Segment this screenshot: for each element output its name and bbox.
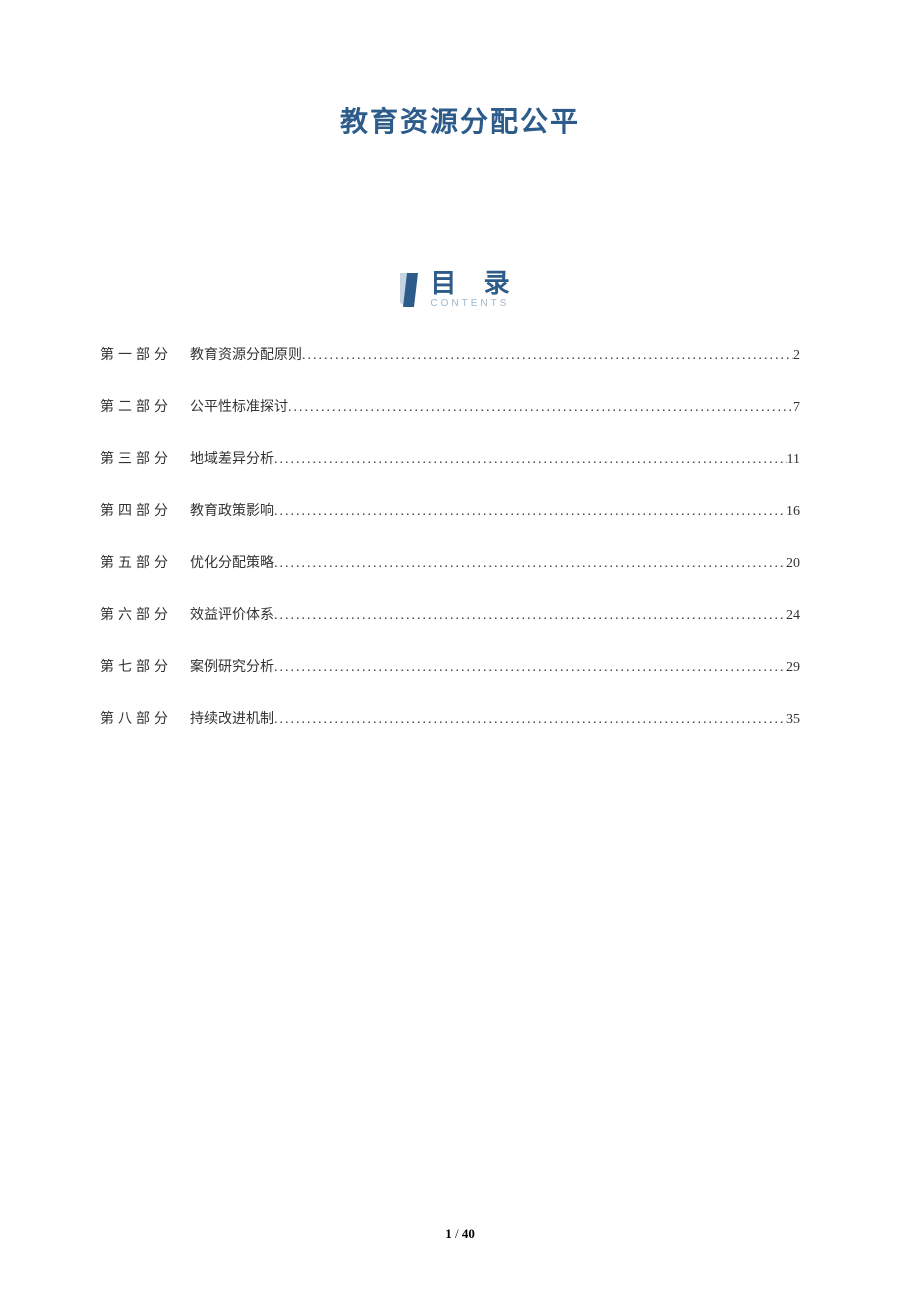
toc-part-label: 第六部分 (100, 604, 172, 624)
toc-item[interactable]: 第八部分 持续改进机制 ............................… (120, 708, 800, 728)
toc-item-name: 案例研究分析 (190, 656, 274, 676)
toc-page-number: 29 (786, 660, 800, 676)
toc-page-number: 7 (793, 400, 800, 416)
toc-item[interactable]: 第二部分 公平性标准探讨 ...........................… (120, 396, 800, 416)
toc-page-number: 16 (786, 504, 800, 520)
toc-leader-dots: ........................................… (274, 452, 787, 468)
toc-page-number: 35 (786, 712, 800, 728)
toc-item[interactable]: 第三部分 地域差异分析 ............................… (120, 448, 800, 468)
toc-item[interactable]: 第七部分 案例研究分析 ............................… (120, 656, 800, 676)
toc-item-name: 优化分配策略 (190, 552, 274, 572)
toc-part-label: 第八部分 (100, 708, 172, 728)
toc-page-number: 24 (786, 608, 800, 624)
toc-part-label: 第五部分 (100, 552, 172, 572)
toc-leader-dots: ........................................… (274, 608, 786, 624)
toc-item-name: 公平性标准探讨 (190, 396, 288, 416)
toc-leader-dots: ........................................… (274, 504, 786, 520)
toc-item-name: 教育资源分配原则 (190, 344, 302, 364)
toc-leader-dots: ........................................… (274, 660, 786, 676)
toc-item[interactable]: 第六部分 效益评价体系 ............................… (120, 604, 800, 624)
toc-icon (400, 273, 422, 307)
toc-page-number: 2 (793, 348, 800, 364)
toc-item-name: 持续改进机制 (190, 708, 274, 728)
toc-item-name: 教育政策影响 (190, 500, 274, 520)
toc-page-number: 11 (787, 452, 800, 468)
toc-item[interactable]: 第四部分 教育政策影响 ............................… (120, 500, 800, 520)
toc-page-number: 20 (786, 556, 800, 572)
toc-part-label: 第四部分 (100, 500, 172, 520)
toc-part-label: 第七部分 (100, 656, 172, 676)
toc-list: 第一部分 教育资源分配原则 ..........................… (120, 344, 800, 728)
toc-header: 目 录 CONTENTS (120, 270, 800, 309)
toc-part-label: 第二部分 (100, 396, 172, 416)
toc-item[interactable]: 第一部分 教育资源分配原则 ..........................… (120, 344, 800, 364)
toc-item-name: 地域差异分析 (190, 448, 274, 468)
toc-subheading: CONTENTS (430, 298, 509, 309)
document-title: 教育资源分配公平 (120, 100, 800, 140)
toc-part-label: 第一部分 (100, 344, 172, 364)
toc-leader-dots: ........................................… (274, 712, 786, 728)
toc-leader-dots: ........................................… (274, 556, 786, 572)
footer-separator: / (452, 1226, 462, 1241)
toc-part-label: 第三部分 (100, 448, 172, 468)
toc-leader-dots: ........................................… (288, 400, 793, 416)
page-footer: 1 / 40 (0, 1226, 920, 1242)
footer-total-pages: 40 (462, 1226, 475, 1241)
toc-heading: 目 录 (430, 270, 519, 296)
toc-item[interactable]: 第五部分 优化分配策略 ............................… (120, 552, 800, 572)
toc-item-name: 效益评价体系 (190, 604, 274, 624)
toc-leader-dots: ........................................… (302, 348, 793, 364)
